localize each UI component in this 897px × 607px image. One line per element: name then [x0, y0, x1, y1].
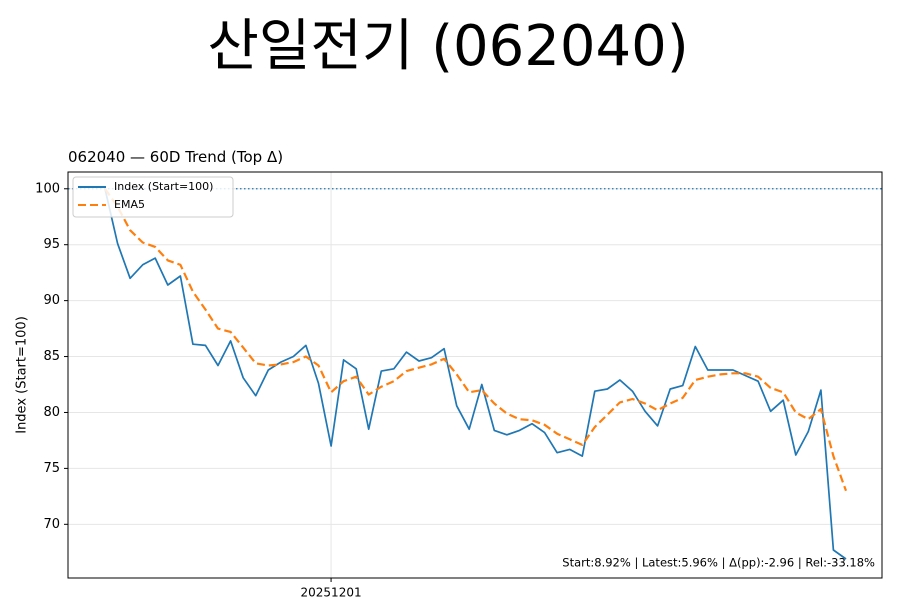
plot-frame — [67, 171, 883, 579]
y-tick-label: 80 — [43, 405, 60, 420]
annotation: Start:8.92% | Latest:5.96% | Δ(pp):-2.96… — [562, 556, 875, 570]
legend-box — [72, 176, 234, 218]
y-axis-label: Index (Start=100) — [15, 316, 30, 434]
series-line — [104, 188, 847, 560]
y-tick-label: 75 — [43, 461, 60, 476]
y-tick-label: 85 — [43, 349, 60, 364]
y-tick-label: 95 — [43, 237, 60, 252]
legend-label: Index (Start=100) — [114, 180, 213, 193]
y-tick-label: 70 — [43, 517, 60, 532]
legend-label: EMA5 — [114, 198, 145, 211]
page-title: 산일전기 (062040) — [207, 14, 688, 79]
y-tick-label: 90 — [43, 293, 60, 308]
series-line — [104, 188, 848, 492]
chart-title: 062040 — 60D Trend (Top Δ) — [68, 148, 283, 166]
x-tick-label: 20251201 — [301, 586, 362, 600]
y-tick-label: 100 — [35, 181, 60, 196]
